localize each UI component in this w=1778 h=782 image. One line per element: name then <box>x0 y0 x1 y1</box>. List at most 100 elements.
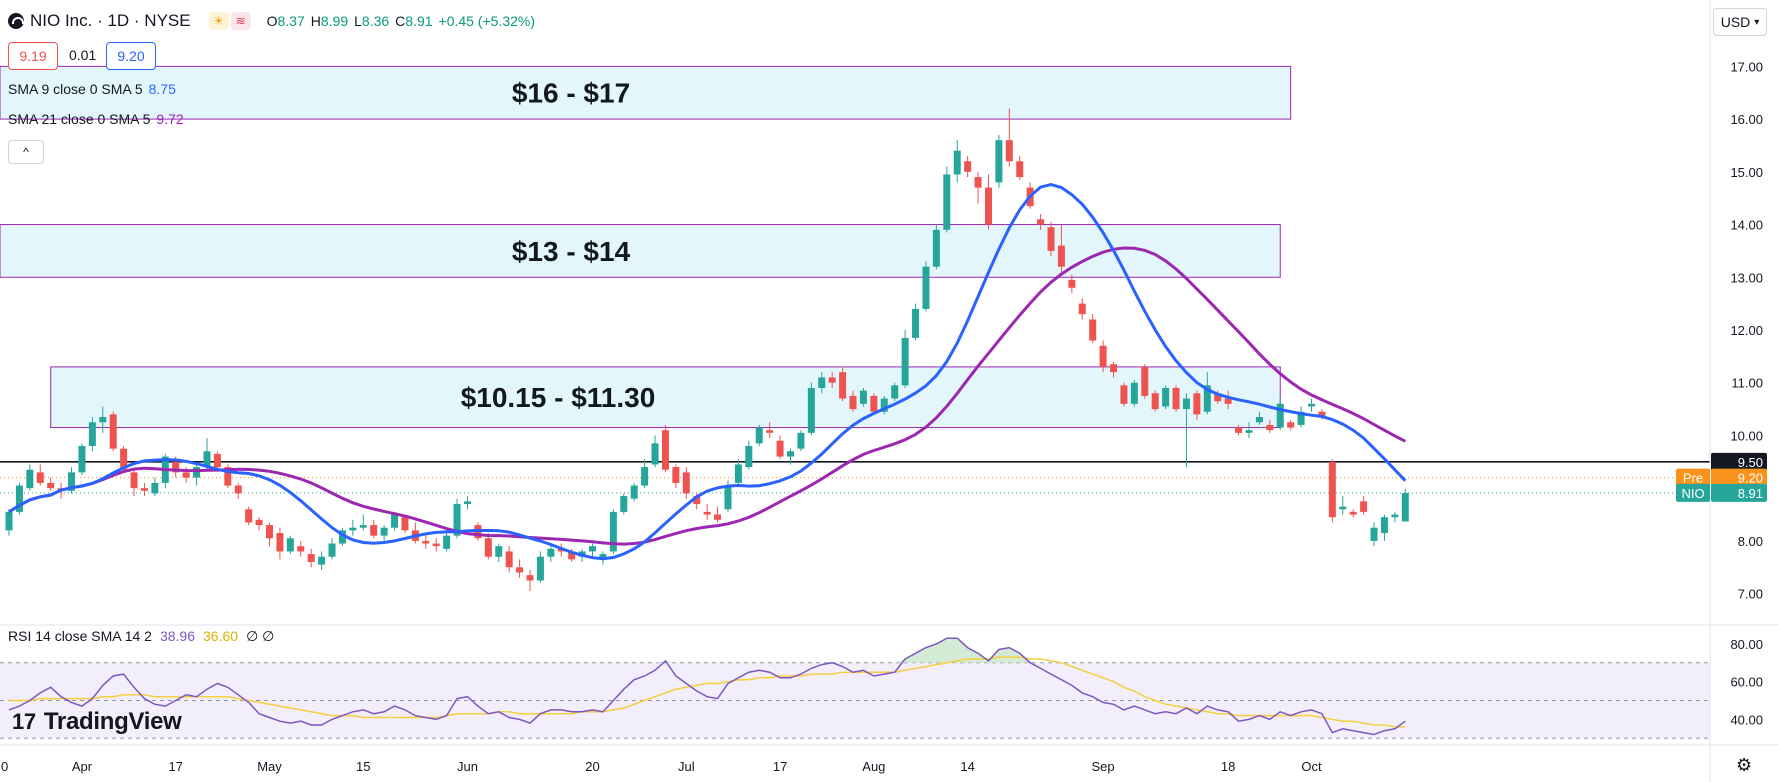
candle-body <box>828 377 836 383</box>
candle <box>1099 340 1107 373</box>
ask-price-button[interactable]: 9.20 <box>106 42 156 70</box>
candle <box>1182 393 1190 468</box>
candle-body <box>641 467 649 486</box>
candle-body <box>1255 417 1263 423</box>
candle <box>818 372 826 394</box>
candle <box>839 366 847 402</box>
currency-selector[interactable]: USD ▾ <box>1713 8 1767 36</box>
candle-body <box>599 554 607 560</box>
bid-price-button[interactable]: 9.19 <box>8 42 58 70</box>
candle-body <box>1360 501 1368 512</box>
candle-body <box>140 488 148 491</box>
tag-value-label: 9.20 <box>1738 471 1763 486</box>
candle <box>203 438 211 470</box>
zone-label-1: $13 - $14 <box>512 236 631 267</box>
symbol-title[interactable]: NIO Inc. · 1D · NYSE <box>30 11 191 30</box>
price-change: +0.45 (+5.32%) <box>438 13 536 29</box>
collapse-legend-button[interactable]: ^ <box>8 140 44 164</box>
candle <box>1287 419 1295 431</box>
candle <box>672 464 680 489</box>
candle-body <box>818 377 826 388</box>
rsi-extra: ∅ ∅ <box>246 628 275 644</box>
candle <box>1276 398 1284 431</box>
wave-icon[interactable]: ≋ <box>230 12 251 30</box>
chevron-down-icon: ▾ <box>1754 16 1760 28</box>
candle <box>505 546 513 573</box>
candle-body <box>68 472 76 491</box>
tag-value-bg <box>1711 468 1767 487</box>
candle <box>1089 314 1097 344</box>
zone-label-0: $16 - $17 <box>512 78 630 109</box>
candles-layer <box>5 108 1409 591</box>
candle-body <box>99 417 107 423</box>
candle-body <box>1130 382 1138 404</box>
rsi-sma-value: 36.60 <box>203 628 239 644</box>
candle <box>15 482 23 515</box>
candle-body <box>1266 424 1274 431</box>
candle <box>1203 372 1211 415</box>
candle <box>109 411 117 452</box>
candle <box>828 372 836 388</box>
gear-icon[interactable]: ⚙ <box>1736 755 1753 775</box>
candle-body <box>1005 140 1013 162</box>
candle <box>140 482 148 497</box>
candle <box>411 522 419 544</box>
time-tick-label: Aug <box>862 759 885 774</box>
candle <box>912 303 920 341</box>
candle <box>589 543 597 557</box>
candle <box>234 482 242 499</box>
candle <box>318 551 326 570</box>
candle <box>547 543 555 562</box>
candle <box>755 424 763 446</box>
candle-body <box>109 414 117 449</box>
candle-body <box>609 511 617 552</box>
rsi-legend[interactable]: RSI 14 close SMA 14 2 38.96 36.60 ∅ ∅ <box>8 628 275 644</box>
candle <box>1391 511 1399 523</box>
candle-body <box>661 430 669 470</box>
candle <box>338 527 346 547</box>
candle <box>1005 108 1013 167</box>
candle-body <box>1224 398 1232 404</box>
sma21-value: 9.72 <box>156 111 184 127</box>
candle <box>297 540 305 557</box>
sun-cloud-icon[interactable]: ☀ <box>208 12 229 30</box>
candle <box>1120 382 1128 407</box>
sma21-legend[interactable]: SMA 21 close 0 SMA 5 9.72 <box>8 111 184 127</box>
candle <box>245 506 253 526</box>
candle <box>1141 364 1149 399</box>
candle-body <box>5 511 13 531</box>
candle-body <box>807 388 815 433</box>
price-tick-label: 14.00 <box>1730 218 1763 233</box>
symbol-header: NIO Inc. · 1D · NYSE ☀ ≋ O8.37 H8.99 L8.… <box>8 10 541 32</box>
candle-body <box>557 548 565 552</box>
candle-body <box>755 427 763 444</box>
candle <box>630 482 638 502</box>
candle <box>432 538 440 552</box>
candle <box>495 543 503 562</box>
candle-body <box>1089 319 1097 341</box>
tag-name-label: Pre <box>1683 471 1703 486</box>
candle-body <box>1162 388 1170 407</box>
time-tick-label: Oct <box>1301 759 1322 774</box>
candle <box>609 509 617 555</box>
price-zones: $16 - $17 $13 - $14 $10.15 - $11.30 <box>0 65 1292 429</box>
candle-body <box>995 140 1003 183</box>
candle-body <box>255 519 263 526</box>
candle <box>1255 411 1263 425</box>
candle <box>516 559 524 578</box>
candle-body <box>1235 427 1243 433</box>
sma9-legend[interactable]: SMA 9 close 0 SMA 5 8.75 <box>8 81 176 97</box>
candle-body <box>151 482 159 494</box>
candle-body <box>901 337 909 386</box>
candle-body <box>1214 393 1222 402</box>
candle <box>703 504 711 520</box>
candle <box>1130 380 1138 407</box>
candle-body <box>703 511 711 515</box>
candle-body <box>1297 411 1305 425</box>
time-tick-label: 14 <box>960 759 974 774</box>
time-tick-label: 15 <box>356 759 370 774</box>
candle-body <box>1172 388 1180 410</box>
candle <box>766 422 774 439</box>
